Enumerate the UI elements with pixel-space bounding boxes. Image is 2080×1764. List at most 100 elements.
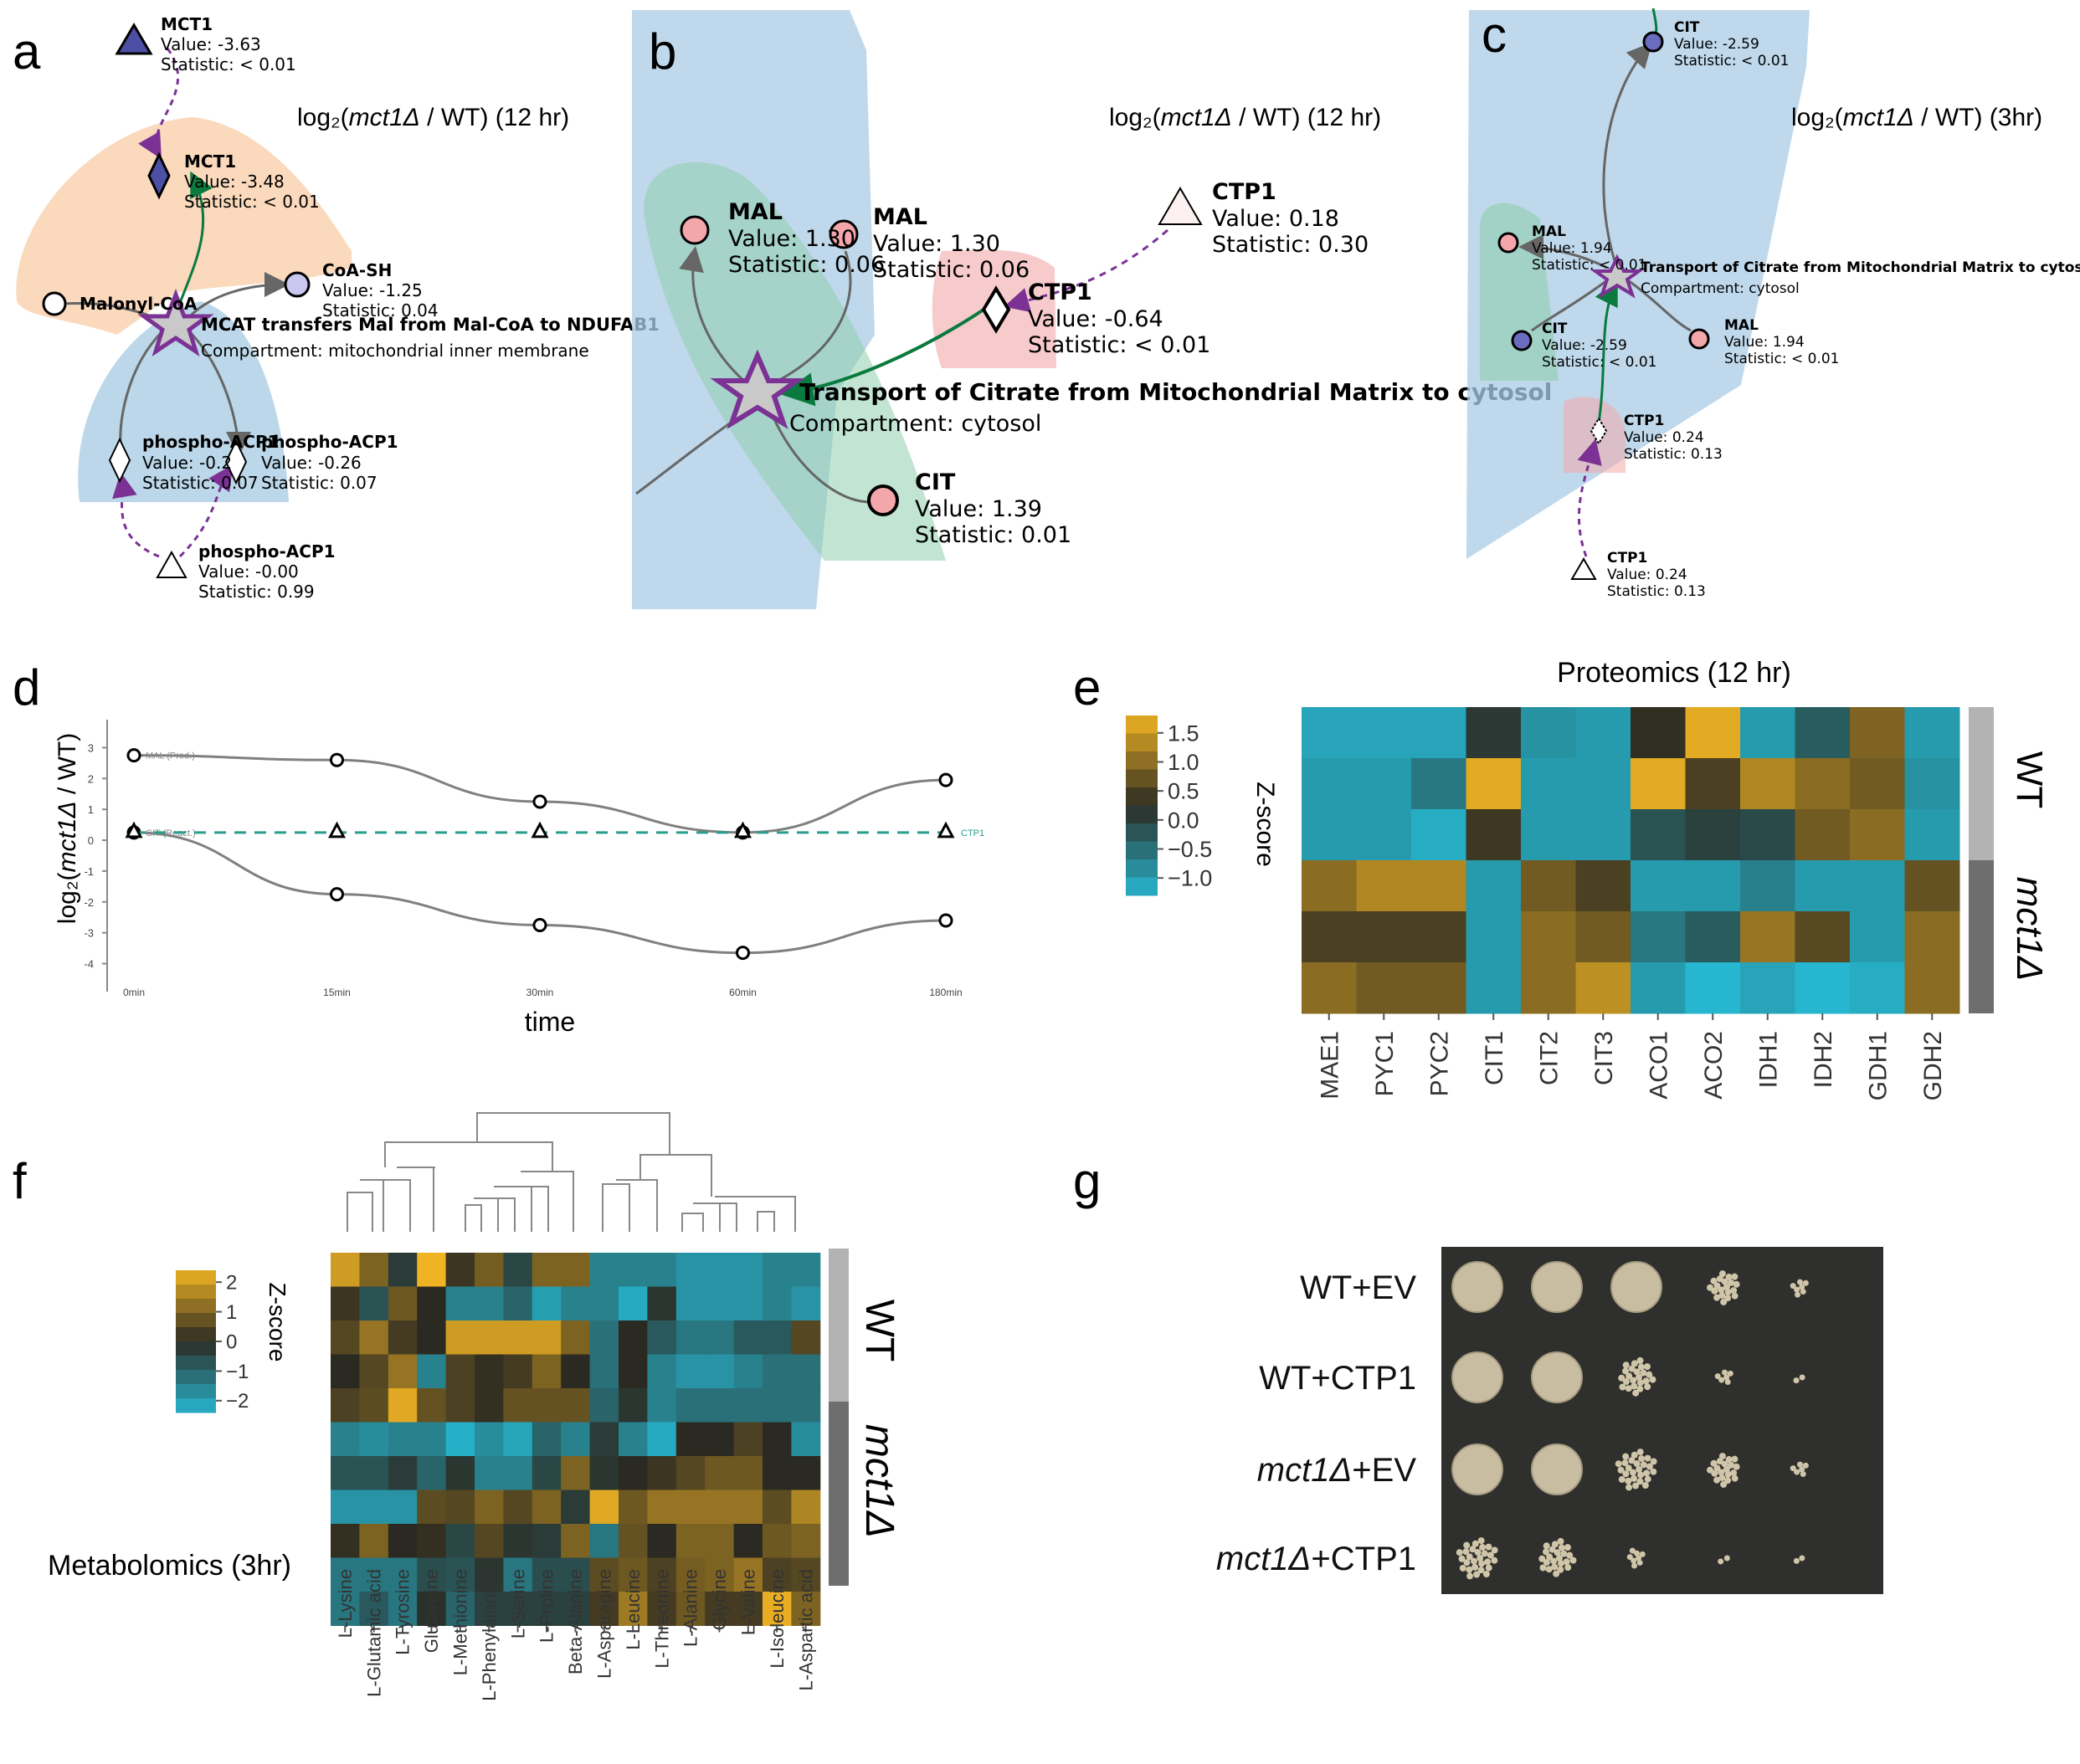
heatmap-column-label: CIT2 bbox=[1535, 1031, 1563, 1085]
yeast-colony bbox=[1636, 1449, 1644, 1456]
yeast-colony bbox=[1619, 1383, 1626, 1391]
yeast-colony bbox=[1631, 1562, 1638, 1569]
f-colorbar: 2 1 0 −1 −2 bbox=[176, 1270, 249, 1413]
yeast-colony bbox=[1477, 1537, 1485, 1545]
heatmap-cell bbox=[733, 1422, 763, 1457]
colorbar-step bbox=[1126, 877, 1158, 896]
yeast-colony bbox=[1714, 1373, 1721, 1380]
heatmap-cell bbox=[503, 1557, 533, 1592]
f-title: Metabolomics (3hr) bbox=[48, 1550, 291, 1582]
yeast-colony bbox=[1733, 1280, 1740, 1288]
yeast-colony bbox=[1484, 1558, 1492, 1566]
yeast-colony bbox=[1622, 1470, 1630, 1478]
yeast-colony bbox=[1710, 1459, 1718, 1467]
svg-text:Statistic: 0.06: Statistic: 0.06 bbox=[873, 257, 1030, 283]
yeast-colony bbox=[1802, 1462, 1809, 1469]
heatmap-column-label: L-Leucine bbox=[623, 1569, 644, 1650]
heatmap-cell bbox=[589, 1490, 619, 1525]
svg-text:Statistic: < 0.01: Statistic: < 0.01 bbox=[1724, 351, 1840, 367]
heatmap-cell bbox=[561, 1388, 591, 1423]
svg-text:Value: -0.64: Value: -0.64 bbox=[1028, 306, 1163, 332]
yeast-colony bbox=[1456, 1549, 1463, 1556]
d-xtick-label: 15min bbox=[323, 987, 351, 998]
d-point-triangle bbox=[937, 821, 955, 838]
d-point bbox=[938, 772, 953, 787]
svg-text:Compartment: cytosol: Compartment: cytosol bbox=[1641, 280, 1800, 297]
yeast-colony bbox=[1563, 1558, 1570, 1566]
heatmap-cell bbox=[1466, 707, 1522, 759]
heatmap-cell bbox=[1740, 962, 1795, 1014]
yeast-colony bbox=[1618, 1374, 1625, 1382]
svg-text:Value: -0.2: Value: -0.2 bbox=[142, 453, 232, 473]
yeast-colony bbox=[1716, 1275, 1723, 1283]
yeast-colony bbox=[1793, 1557, 1800, 1564]
yeast-colony bbox=[1491, 1556, 1498, 1564]
heatmap-cell bbox=[733, 1354, 763, 1389]
yeast-colony bbox=[1617, 1466, 1625, 1474]
heatmap-cell bbox=[675, 1354, 706, 1389]
yeast-colony bbox=[1630, 1469, 1637, 1476]
metabolite-circle-icon bbox=[1497, 232, 1519, 254]
heatmap-cell bbox=[1904, 809, 1960, 861]
heatmap-cell bbox=[331, 1320, 360, 1355]
yeast-colony bbox=[1724, 1295, 1732, 1302]
g-row-label: WT+CTP1 bbox=[1259, 1360, 1416, 1397]
heatmap-cell bbox=[503, 1490, 533, 1525]
heatmap-cell bbox=[675, 1388, 706, 1423]
heatmap-cell bbox=[445, 1490, 475, 1525]
yeast-colony bbox=[1625, 1372, 1633, 1380]
heatmap-cell bbox=[1302, 911, 1357, 963]
heatmap-cell bbox=[1356, 962, 1412, 1014]
heatmap-cell bbox=[733, 1286, 763, 1321]
colorbar-step bbox=[176, 1356, 216, 1371]
edge bbox=[1602, 42, 1653, 264]
heatmap-cell bbox=[675, 1422, 706, 1457]
g-row-label: mct1Δ+EV bbox=[1257, 1452, 1417, 1489]
yeast-colony bbox=[1636, 1559, 1643, 1566]
heatmap-cell bbox=[763, 1490, 792, 1525]
heatmap-cell bbox=[445, 1253, 475, 1287]
g-spot-grid bbox=[1451, 1261, 1809, 1580]
yeast-colony bbox=[1485, 1543, 1492, 1551]
heatmap-cell bbox=[417, 1422, 447, 1457]
heatmap-cell bbox=[417, 1388, 447, 1423]
heatmap-cell bbox=[359, 1524, 389, 1558]
heatmap-cell bbox=[705, 1490, 735, 1525]
yeast-colony bbox=[1632, 1389, 1640, 1397]
heatmap-cell bbox=[791, 1354, 821, 1389]
heatmap-column-label: ACO1 bbox=[1645, 1031, 1672, 1100]
heatmap-cell bbox=[1521, 809, 1576, 861]
heatmap-cell bbox=[675, 1557, 706, 1592]
agar-plate bbox=[1441, 1247, 1883, 1594]
heatmap-column-label: L-Proline bbox=[537, 1569, 557, 1643]
heatmap-column-label: L-Phenylalanine bbox=[479, 1569, 500, 1701]
heatmap-cell bbox=[445, 1286, 475, 1321]
yeast-colony bbox=[1711, 1287, 1718, 1295]
panel-d: d log₂(mct1Δ / WT) time 3 2 1 0 -1 -2 -3 -4 0min… bbox=[13, 659, 984, 1037]
yeast-colony bbox=[1622, 1367, 1630, 1375]
heatmap-cell bbox=[475, 1592, 504, 1626]
heatmap-column-label: L-Serine bbox=[507, 1569, 528, 1638]
yeast-colony bbox=[1551, 1563, 1559, 1571]
heatmap-cell bbox=[1521, 758, 1576, 810]
heatmap-cell bbox=[561, 1354, 591, 1389]
heatmap-cell bbox=[532, 1557, 562, 1592]
colorbar-step bbox=[176, 1270, 216, 1285]
svg-text:Statistic: < 0.01: Statistic: < 0.01 bbox=[161, 54, 296, 74]
heatmap-cell bbox=[647, 1354, 677, 1389]
svg-text:Value: -3.63: Value: -3.63 bbox=[161, 34, 261, 54]
g-row-label-pre: WT bbox=[1259, 1360, 1311, 1397]
yeast-colony bbox=[1626, 1554, 1633, 1561]
heatmap-cell bbox=[475, 1286, 504, 1321]
protein-diamond-icon bbox=[1590, 417, 1608, 445]
heatmap-cell bbox=[561, 1557, 591, 1592]
d-ytick-label: 3 bbox=[88, 741, 94, 754]
svg-text:Value: 1.30: Value: 1.30 bbox=[728, 226, 855, 252]
heatmap-cell bbox=[1466, 860, 1522, 912]
heatmap-cell bbox=[532, 1253, 562, 1287]
yeast-colony bbox=[1471, 1563, 1479, 1571]
heatmap-cell bbox=[1356, 758, 1412, 810]
heatmap-column-label: Glutamine bbox=[421, 1569, 442, 1653]
colorbar-step bbox=[1126, 733, 1158, 752]
yeast-colony bbox=[1618, 1475, 1625, 1483]
